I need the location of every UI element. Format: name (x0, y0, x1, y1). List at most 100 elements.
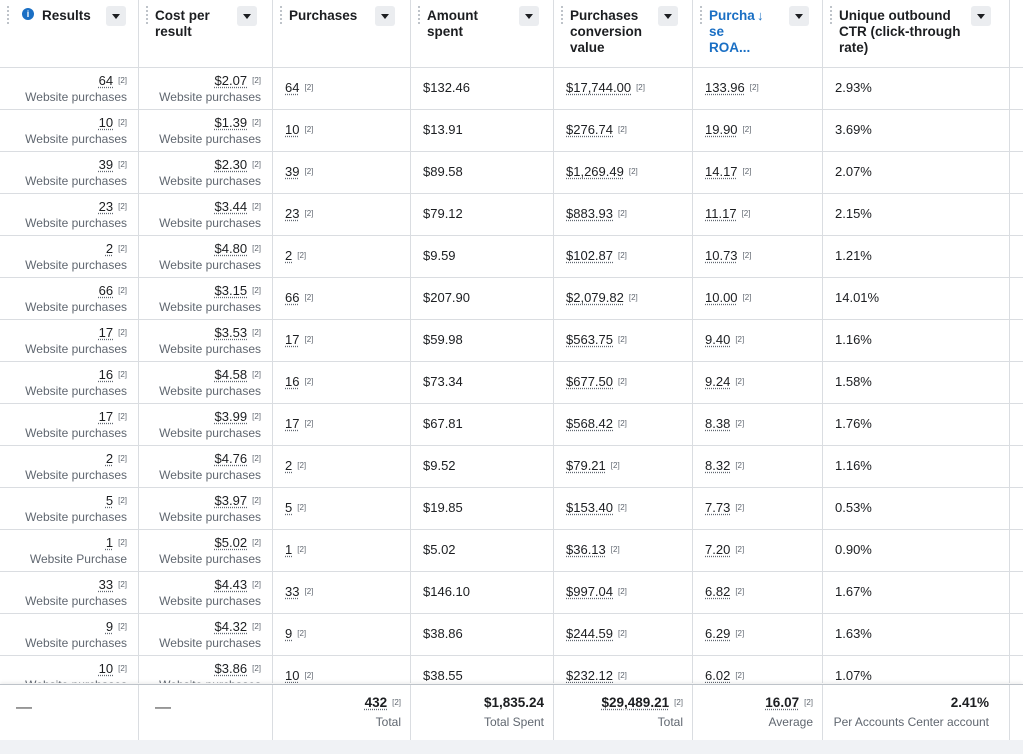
chevron-down-icon[interactable] (971, 6, 991, 26)
purchases-value[interactable]: 16 (285, 374, 300, 389)
cost-value[interactable]: $4.32 (214, 619, 248, 634)
column-resize-handle[interactable] (7, 6, 9, 24)
cost-value[interactable]: $3.86 (214, 661, 248, 676)
cost-value[interactable]: $4.43 (214, 577, 248, 592)
cost-value[interactable]: $3.99 (214, 409, 248, 424)
column-resize-handle[interactable] (830, 6, 832, 24)
conversion-value[interactable]: $568.42 (566, 416, 613, 431)
conversion-value[interactable]: $276.74 (566, 122, 613, 137)
chevron-down-icon[interactable] (375, 6, 395, 26)
results-value[interactable]: 66 (98, 283, 114, 298)
column-header-purchase-roas[interactable]: Purcha se ROA... ↓ (693, 0, 823, 68)
column-header-purchases-conversion-value[interactable]: Purchases conversion value (554, 0, 693, 68)
results-value[interactable]: 64 (98, 73, 114, 88)
conversion-value[interactable]: $2,079.82 (566, 290, 624, 305)
roas-value[interactable]: 9.24 (705, 374, 731, 389)
purchases-value[interactable]: 17 (285, 416, 300, 431)
purchases-value[interactable]: 39 (285, 164, 300, 179)
results-value[interactable]: 9 (105, 619, 114, 634)
roas-value[interactable]: 6.02 (705, 668, 731, 683)
results-value[interactable]: 1 (105, 535, 114, 550)
purchases-value[interactable]: 9 (285, 626, 293, 641)
roas-value[interactable]: 9.40 (705, 332, 731, 347)
cost-value[interactable]: $5.02 (214, 535, 248, 550)
conversion-value[interactable]: $17,744.00 (566, 80, 632, 95)
conversion-value[interactable]: $244.59 (566, 626, 613, 641)
chevron-down-icon[interactable] (789, 6, 809, 26)
purchases-value[interactable]: 23 (285, 206, 300, 221)
results-value[interactable]: 2 (105, 241, 114, 256)
column-header-results[interactable]: i Results (0, 0, 139, 68)
column-header-cost-per-result[interactable]: Cost per result (139, 0, 273, 68)
roas-value[interactable]: 10.73 (705, 248, 738, 263)
cost-value[interactable]: $1.39 (214, 115, 248, 130)
roas-value[interactable]: 10.00 (705, 290, 738, 305)
conversion-value[interactable]: $677.50 (566, 374, 613, 389)
results-value[interactable]: 10 (98, 115, 114, 130)
results-value[interactable]: 10 (98, 661, 114, 676)
column-resize-handle[interactable] (280, 6, 282, 24)
results-value[interactable]: 2 (105, 451, 114, 466)
roas-value[interactable]: 7.20 (705, 542, 731, 557)
roas-value[interactable]: 11.17 (705, 206, 737, 221)
purchases-value[interactable]: 10 (285, 668, 300, 683)
conversion-value[interactable]: $153.40 (566, 500, 613, 515)
conversion-value[interactable]: $1,269.49 (566, 164, 624, 179)
conversion-value[interactable]: $563.75 (566, 332, 613, 347)
results-value[interactable]: 39 (98, 157, 114, 172)
purchases-value[interactable]: 17 (285, 332, 300, 347)
roas-value[interactable]: 6.29 (705, 626, 731, 641)
purchases-value[interactable]: 2 (285, 458, 293, 473)
column-header-amount-spent[interactable]: Amount spent (411, 0, 554, 68)
conversion-value[interactable]: $36.13 (566, 542, 606, 557)
chevron-down-icon[interactable] (519, 6, 539, 26)
purchases-value[interactable]: 10 (285, 122, 300, 137)
conversion-value[interactable]: $997.04 (566, 584, 613, 599)
cost-value[interactable]: $2.07 (214, 73, 248, 88)
cost-value[interactable]: $4.76 (214, 451, 248, 466)
conversion-value[interactable]: $102.87 (566, 248, 613, 263)
purchases-value[interactable]: 1 (285, 542, 293, 557)
purchases-value[interactable]: 2 (285, 248, 293, 263)
cost-value[interactable]: $2.30 (214, 157, 248, 172)
cost-value[interactable]: $3.97 (214, 493, 248, 508)
results-value[interactable]: 17 (98, 325, 114, 340)
roas-value[interactable]: 8.32 (705, 458, 731, 473)
results-value[interactable]: 23 (98, 199, 114, 214)
purchases-value[interactable]: 66 (285, 290, 300, 305)
chevron-down-icon[interactable] (106, 6, 126, 26)
conversion-value[interactable]: $883.93 (566, 206, 613, 221)
roas-value[interactable]: 8.38 (705, 416, 731, 431)
cost-value[interactable]: $4.80 (214, 241, 248, 256)
column-resize-handle[interactable] (700, 6, 702, 24)
column-resize-handle[interactable] (561, 6, 563, 24)
roas-value[interactable]: 6.82 (705, 584, 731, 599)
cost-value[interactable]: $4.58 (214, 367, 248, 382)
info-icon[interactable]: i (22, 8, 34, 20)
cost-value[interactable]: $3.15 (214, 283, 248, 298)
column-resize-handle[interactable] (146, 6, 148, 24)
results-value[interactable]: 33 (98, 577, 114, 592)
summary-purchases-value[interactable]: 432 (364, 695, 388, 710)
conversion-value[interactable]: $232.12 (566, 668, 613, 683)
cost-value[interactable]: $3.53 (214, 325, 248, 340)
purchases-value[interactable]: 5 (285, 500, 293, 515)
roas-value[interactable]: 19.90 (705, 122, 738, 137)
purchases-value[interactable]: 64 (285, 80, 300, 95)
roas-value[interactable]: 133.96 (705, 80, 745, 95)
results-value[interactable]: 5 (105, 493, 114, 508)
chevron-down-icon[interactable] (237, 6, 257, 26)
column-header-unique-outbound-ctr[interactable]: Unique outbound CTR (click-through rate) (823, 0, 1010, 68)
cost-value[interactable]: $3.44 (214, 199, 248, 214)
column-header-purchases[interactable]: Purchases (273, 0, 411, 68)
sort-descending-icon[interactable]: ↓ (757, 8, 764, 23)
chevron-down-icon[interactable] (658, 6, 678, 26)
results-value[interactable]: 16 (98, 367, 114, 382)
results-value[interactable]: 17 (98, 409, 114, 424)
purchases-value[interactable]: 33 (285, 584, 300, 599)
conversion-value[interactable]: $79.21 (566, 458, 606, 473)
summary-purchase-roas-value[interactable]: 16.07 (765, 695, 800, 710)
roas-value[interactable]: 7.73 (705, 500, 731, 515)
column-resize-handle[interactable] (418, 6, 420, 24)
roas-value[interactable]: 14.17 (705, 164, 738, 179)
